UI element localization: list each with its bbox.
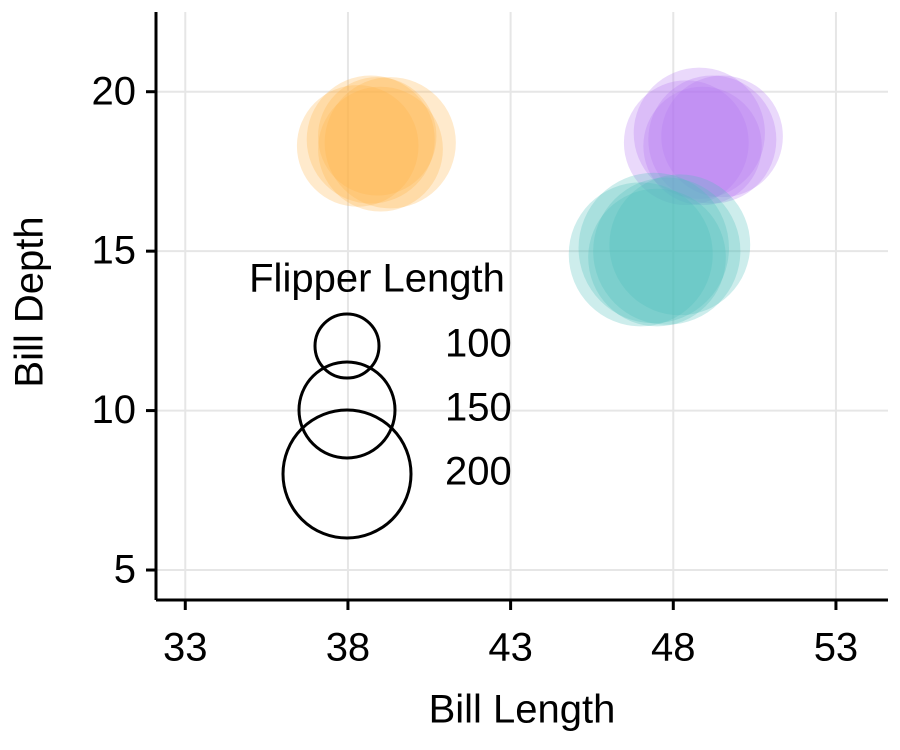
x-tick-label: 48	[651, 626, 696, 670]
bubble	[296, 85, 419, 207]
legend-circle	[313, 312, 381, 380]
legend-label: 100	[445, 322, 512, 366]
y-tick-label: 20	[92, 69, 137, 113]
legend-title: Flipper Length	[249, 257, 505, 301]
y-axis-label: Bill Depth	[8, 216, 52, 387]
legend-label: 150	[445, 386, 512, 430]
bubble	[324, 77, 456, 209]
bubble	[661, 75, 783, 198]
y-tick-label: 5	[114, 548, 136, 592]
bubble	[609, 174, 751, 316]
bubble	[648, 75, 777, 204]
bubble	[633, 67, 765, 199]
x-axis-label: Bill Length	[429, 688, 616, 732]
legend-circle	[297, 360, 397, 460]
x-tick-label: 43	[488, 626, 533, 670]
bubble	[318, 77, 437, 196]
bubble	[623, 80, 749, 206]
y-tick-label: 15	[92, 229, 137, 273]
x-tick-label: 33	[163, 626, 208, 670]
x-tick-label: 53	[814, 626, 859, 670]
bubble	[643, 86, 762, 206]
x-tick-label: 38	[326, 626, 371, 670]
legend-circle	[281, 408, 413, 540]
legend-label: 200	[445, 450, 512, 494]
y-tick-label: 10	[92, 388, 137, 432]
bubble	[568, 182, 713, 327]
bubble	[578, 172, 729, 324]
bubble	[593, 177, 741, 325]
bubble	[588, 188, 726, 327]
bubble	[306, 75, 435, 204]
bubble	[318, 86, 443, 212]
